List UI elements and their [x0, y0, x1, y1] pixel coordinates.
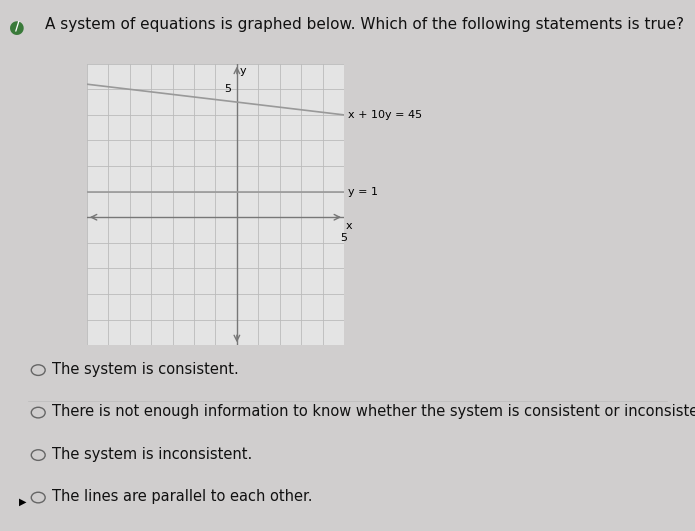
Text: There is not enough information to know whether the system is consistent or inco: There is not enough information to know … — [52, 405, 695, 419]
Text: ●: ● — [10, 19, 25, 37]
Text: /: / — [15, 20, 19, 32]
Text: ▶: ▶ — [19, 497, 26, 507]
Text: 5: 5 — [341, 233, 348, 243]
Text: The lines are parallel to each other.: The lines are parallel to each other. — [52, 490, 313, 504]
Text: The system is consistent.: The system is consistent. — [52, 362, 239, 377]
Text: x + 10y = 45: x + 10y = 45 — [348, 110, 423, 120]
Text: A system of equations is graphed below. Which of the following statements is tru: A system of equations is graphed below. … — [45, 17, 684, 32]
Text: y = 1: y = 1 — [348, 186, 378, 196]
Text: 5: 5 — [224, 84, 231, 95]
Text: y: y — [240, 66, 247, 76]
Text: x: x — [346, 221, 353, 231]
Text: The system is inconsistent.: The system is inconsistent. — [52, 447, 252, 462]
